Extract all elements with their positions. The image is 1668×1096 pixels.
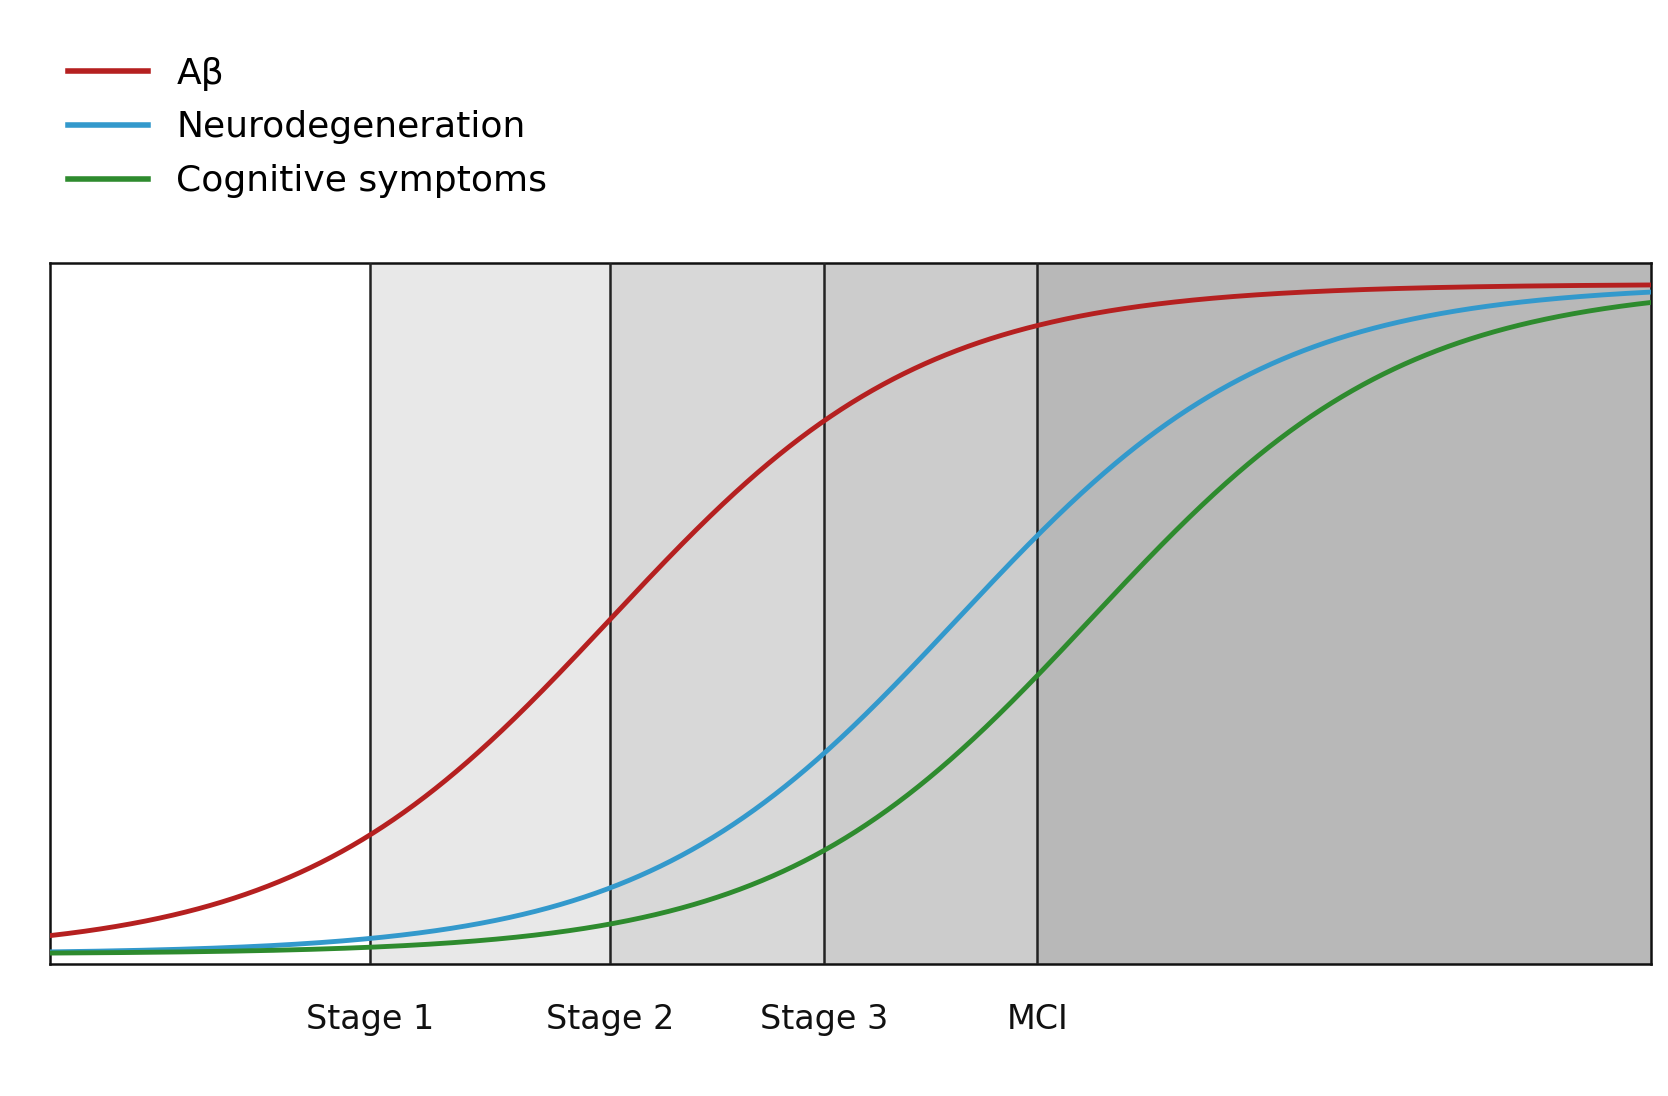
Text: Stage 3: Stage 3 xyxy=(761,1003,887,1037)
Bar xyxy=(610,263,824,964)
Text: MCI: MCI xyxy=(1006,1003,1069,1037)
Text: Stage 2: Stage 2 xyxy=(547,1003,674,1037)
Legend: Aβ, Neurodegeneration, Cognitive symptoms: Aβ, Neurodegeneration, Cognitive symptom… xyxy=(68,57,547,198)
Bar xyxy=(1037,263,1651,964)
Text: Stage 1: Stage 1 xyxy=(307,1003,434,1037)
Bar xyxy=(50,263,370,964)
Bar xyxy=(824,263,1037,964)
Bar xyxy=(370,263,610,964)
